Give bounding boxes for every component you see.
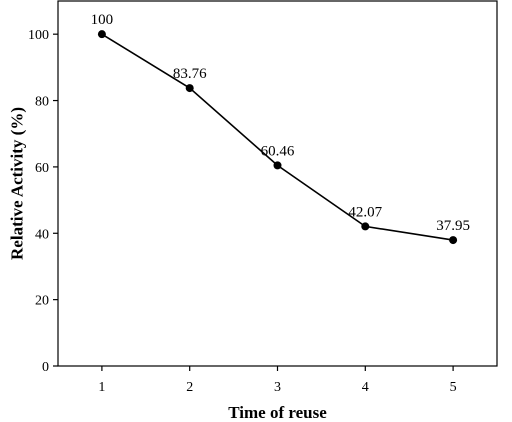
x-tick-label: 1 (98, 380, 105, 395)
x-axis-ticks: 1 2 3 4 5 (98, 366, 457, 395)
y-tick-label: 20 (35, 294, 49, 309)
data-point (449, 236, 458, 245)
y-tick-label: 0 (42, 360, 49, 375)
y-axis-ticks: 0 20 40 60 80 100 (28, 28, 58, 375)
y-tick-label: 40 (35, 227, 49, 242)
data-point (97, 30, 106, 39)
data-label: 37.95 (436, 218, 470, 234)
x-tick-label: 5 (450, 380, 457, 395)
x-tick-label: 3 (274, 380, 281, 395)
y-tick-label: 100 (28, 28, 49, 43)
x-tick-label: 2 (186, 380, 193, 395)
x-tick-label: 4 (362, 380, 369, 395)
x-axis-title: Time of reuse (228, 403, 327, 422)
data-label: 60.46 (261, 143, 295, 159)
data-label: 100 (91, 12, 114, 28)
y-tick-label: 80 (35, 95, 49, 110)
y-tick-label: 60 (35, 161, 49, 176)
series-line (101, 33, 454, 241)
y-axis-title: Relative Activity (%) (8, 107, 27, 260)
data-point (273, 161, 282, 170)
data-label: 42.07 (348, 204, 382, 220)
data-point (185, 84, 194, 93)
data-label: 83.76 (173, 66, 207, 82)
plot-frame (57, 0, 498, 367)
series-layer: 100 83.76 60.46 42.07 37.95 (91, 12, 470, 245)
data-point (361, 222, 370, 231)
